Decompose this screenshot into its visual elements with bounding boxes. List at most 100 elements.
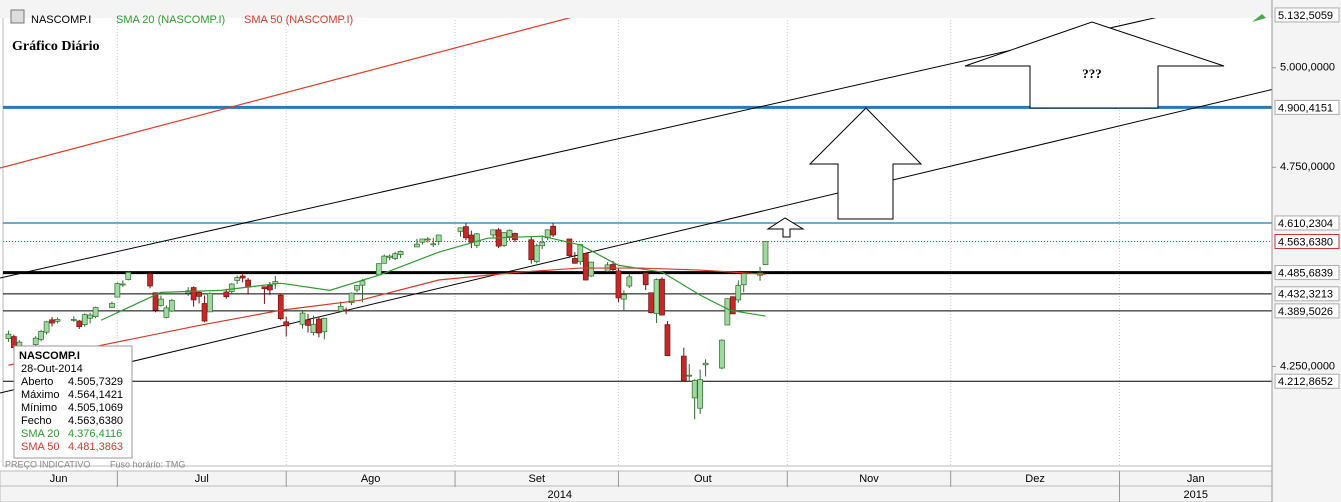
footer-note: PREÇO INDICATIVO [5, 459, 90, 469]
level-label-box [1274, 303, 1340, 319]
candle-body [321, 317, 328, 333]
candle-body [463, 226, 469, 239]
candle-body [664, 324, 671, 357]
legend-entry: SMA 50 (NASCOMP.I) [244, 14, 353, 26]
toolbar [0, 0, 1341, 18]
candle-body [653, 279, 660, 314]
level-label: 4.432,3213 [1278, 289, 1333, 301]
candle-body [43, 321, 50, 333]
symbol-label[interactable]: NASCOMP.I [31, 14, 91, 26]
candle-body [228, 283, 235, 292]
candle-body [223, 291, 230, 298]
level-label-box [1274, 215, 1340, 231]
annotation: ??? [1082, 66, 1102, 81]
candle-body [359, 280, 366, 286]
year-label: 2015 [1184, 489, 1208, 501]
candle-body [190, 287, 197, 301]
info-name: Mínimo [21, 402, 57, 414]
candle-body [615, 270, 622, 299]
y-tick-label: 4.250,0000 [1280, 360, 1335, 372]
level-label-box [1274, 286, 1340, 302]
x-tick-label: Jan [1187, 473, 1205, 485]
y-tick-label: 5.000,0000 [1280, 62, 1335, 74]
candle-body [588, 261, 595, 277]
candle-body [354, 285, 360, 291]
candle-body [397, 250, 404, 255]
candle-body [109, 303, 115, 308]
x-tick-label: Dez [1025, 473, 1045, 485]
candle-body [539, 241, 546, 247]
candle-body [147, 273, 153, 287]
candle-body [533, 245, 540, 263]
candle-body [32, 337, 39, 345]
x-tick-label: Set [528, 473, 545, 485]
info-date: 28-Out-2014 [21, 363, 83, 375]
level-label-box [1274, 373, 1340, 389]
candle-body [54, 319, 61, 322]
candle-body [283, 321, 290, 327]
candle-body [125, 272, 132, 280]
candle-body [414, 243, 420, 248]
candle-body [49, 319, 55, 324]
candle-body [381, 255, 388, 264]
info-value: 4.481,3863 [68, 441, 123, 453]
candle-body [457, 227, 464, 232]
candle-body [234, 277, 241, 281]
level-label-box [1274, 99, 1340, 115]
candle-body [506, 229, 513, 237]
candle-body [659, 278, 665, 316]
level-label: 5.132,5059 [1278, 10, 1333, 22]
candle-body [261, 286, 268, 290]
candle-body [76, 320, 83, 327]
candle-body [419, 238, 426, 243]
icon[interactable] [10, 9, 25, 24]
info-box-frame [13, 345, 133, 459]
info-value: 4.505,1069 [68, 402, 123, 414]
candle-body [337, 305, 344, 312]
candle-body [267, 284, 273, 291]
x-tick-label: Jul [195, 473, 209, 485]
candle-body [158, 298, 164, 306]
candle-body [348, 292, 355, 304]
info-name: Aberto [21, 376, 53, 388]
candle-body [528, 239, 535, 261]
info-name: SMA 50 [21, 441, 60, 453]
level-label: 4.212,8652 [1278, 376, 1333, 388]
candle-body [299, 312, 306, 325]
level-label: 4.485,6839 [1278, 267, 1333, 279]
candle-body [680, 355, 687, 382]
chart-title: Gráfico Diário [12, 39, 99, 54]
candle-body [719, 339, 725, 369]
candle-body [245, 279, 251, 288]
info-box: NASCOMP.I 28-Out-2014 Aberto 4.505,7329 Má… [13, 345, 133, 459]
y-tick-label: 4.750,0000 [1280, 161, 1335, 173]
candle-body [239, 275, 246, 279]
candle-body [702, 362, 709, 366]
sma-line [8, 267, 766, 366]
candle-body [310, 323, 317, 333]
candle-body [648, 292, 654, 314]
candle-body [196, 292, 202, 297]
x-tick-label: Nov [859, 473, 879, 485]
info-name: SMA 20 [21, 428, 60, 440]
candle-body [343, 309, 349, 312]
candle-body [152, 292, 159, 311]
candle-body [577, 244, 584, 263]
candle-body [621, 294, 627, 300]
candle-body [277, 294, 284, 319]
arrow [808, 107, 923, 220]
target-shape [964, 21, 1225, 109]
x-tick-label: Ago [361, 473, 381, 485]
candle-body [473, 233, 480, 246]
candle-body [163, 307, 170, 318]
candle-body [572, 258, 578, 264]
info-value: 4.505,7329 [68, 376, 123, 388]
candle-body [735, 285, 742, 301]
candle-body [729, 296, 736, 315]
candle-body [316, 318, 322, 334]
candle-body [392, 253, 398, 259]
axes: Jun Jul Ago Set Out Nov Dez Jan 2014 2015 4.250,00… [50, 7, 1340, 502]
candle-body [626, 276, 633, 287]
channel-line [0, 72, 1341, 394]
